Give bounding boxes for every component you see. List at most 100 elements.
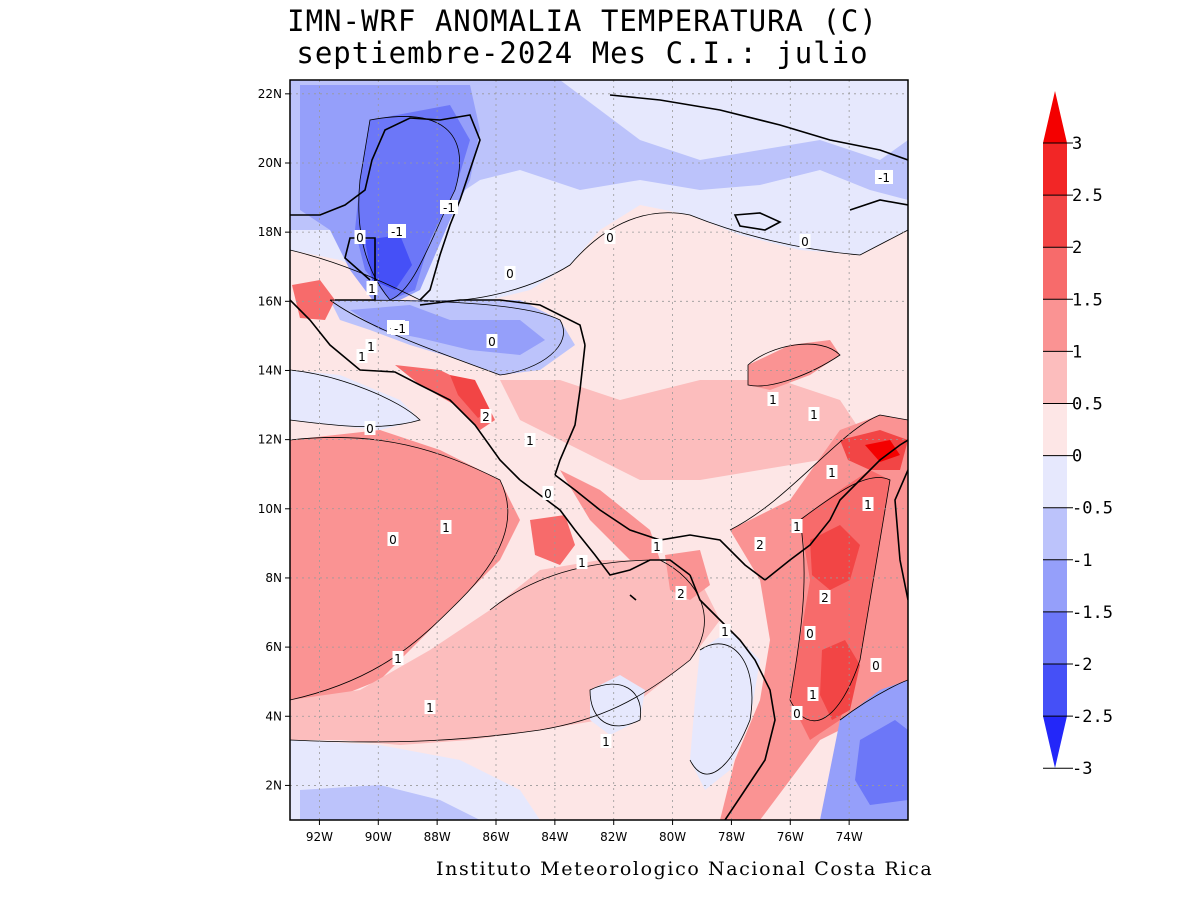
colorbar-swatch — [1043, 664, 1067, 717]
colorbar-label: 3 — [1072, 134, 1082, 154]
colorbar-swatch — [1043, 299, 1067, 352]
field-pos-colombia-3 — [810, 525, 860, 590]
contour-label: 1 — [524, 433, 536, 448]
lon-label: 76W — [777, 830, 804, 844]
contour-label: 1 — [808, 407, 820, 422]
contour-labels: 10-1-2-1-10000-1011021101111111220211110… — [354, 170, 893, 749]
svg-text:0: 0 — [801, 235, 809, 249]
lon-label: 74W — [836, 830, 863, 844]
svg-text:0: 0 — [872, 659, 880, 673]
contour-label: -1 — [440, 200, 458, 215]
contour-label: 2 — [480, 409, 492, 424]
colorbar-swatch — [1043, 351, 1067, 404]
colorbar-label: -3 — [1072, 759, 1092, 779]
contour-label: 0 — [542, 486, 554, 501]
field-pos-costa-rica — [530, 515, 575, 565]
colorbar-label: 0 — [1072, 447, 1082, 467]
field-neg-north-5 — [365, 235, 412, 290]
svg-text:1: 1 — [864, 498, 872, 512]
svg-text:1: 1 — [442, 521, 450, 535]
svg-text:1: 1 — [394, 652, 402, 666]
field-neg-pacific-west — [290, 370, 420, 430]
svg-text:1: 1 — [602, 735, 610, 749]
contour-label: 0 — [604, 230, 616, 245]
colorbar: 3 2.5 2 1.5 1 0.5 0 -0.5 -1 -1.5 -2 -2.5 -3 — [1043, 91, 1113, 779]
colorbar-label: 1 — [1072, 342, 1082, 362]
contour-label: 1 — [826, 465, 838, 480]
colorbar-swatch — [1043, 403, 1067, 456]
lat-label: 10N — [258, 502, 282, 516]
lon-label: 78W — [718, 830, 745, 844]
field-neg-southeast-2 — [855, 720, 908, 805]
svg-text:1: 1 — [809, 688, 817, 702]
svg-text:2: 2 — [677, 587, 685, 601]
field-pos-blob-east — [748, 340, 840, 390]
chart-subtitle: septiembre-2024 Mes C.I.: julio — [296, 36, 869, 70]
contour-label: 1 — [440, 520, 452, 535]
contour-label: 0 — [486, 334, 498, 349]
svg-text:1: 1 — [793, 520, 801, 534]
lat-label: 16N — [258, 294, 282, 308]
svg-text:1: 1 — [721, 625, 729, 639]
contour-label: 0 — [364, 421, 376, 436]
colorbar-label: 0.5 — [1072, 395, 1103, 415]
svg-text:1: 1 — [526, 434, 534, 448]
contour-label: 0 — [804, 626, 816, 641]
chart-title: IMN-WRF ANOMALIA TEMPERATURA (C) — [287, 4, 878, 38]
contour-label: 0 — [870, 658, 882, 673]
map-frame — [289, 79, 909, 821]
colorbar-label: -2.5 — [1072, 707, 1113, 727]
colorbar-swatch — [1043, 143, 1067, 196]
colorbar-label: -0.5 — [1072, 499, 1113, 519]
contour-label: 1 — [719, 624, 731, 639]
svg-text:1: 1 — [810, 408, 818, 422]
lat-label: 20N — [258, 156, 282, 170]
svg-text:1: 1 — [367, 340, 375, 354]
lon-label: 84W — [541, 830, 568, 844]
lat-label: 8N — [265, 571, 282, 585]
svg-text:2: 2 — [756, 538, 764, 552]
contour-label: 2 — [675, 586, 687, 601]
svg-text:1: 1 — [358, 350, 366, 364]
svg-text:1: 1 — [578, 556, 586, 570]
field-pos-nicaragua-coast — [450, 375, 490, 418]
contour-label: 1 — [862, 497, 874, 512]
contour-label: 1 — [651, 539, 663, 554]
field-pos-colombia-4 — [820, 640, 860, 720]
colorbar-min-arrow — [1043, 716, 1067, 769]
contour-label: 0 — [387, 532, 399, 547]
field-pos-colombia-6 — [865, 440, 900, 462]
svg-text:2: 2 — [482, 410, 490, 424]
lon-label: 86W — [482, 830, 509, 844]
contour-label: 1 — [365, 339, 377, 354]
contour-label: 1 — [600, 734, 612, 749]
svg-text:1: 1 — [828, 466, 836, 480]
colorbar-label: -1.5 — [1072, 603, 1113, 623]
contour-label: 0 — [354, 230, 366, 245]
colorbar-label: 2 — [1072, 238, 1082, 258]
colorbar-swatch — [1043, 195, 1067, 248]
colorbar-swatch — [1043, 611, 1067, 664]
svg-text:-1: -1 — [443, 201, 455, 215]
svg-text:-1: -1 — [391, 225, 403, 239]
svg-text:1: 1 — [426, 701, 434, 715]
lat-label: 22N — [258, 87, 282, 101]
svg-text:0: 0 — [606, 231, 614, 245]
lat-label: 4N — [265, 709, 282, 723]
colorbar-label: -2 — [1072, 655, 1092, 675]
svg-text:1: 1 — [769, 393, 777, 407]
field-neg-south-2 — [300, 785, 480, 820]
contour-label: 1 — [791, 519, 803, 534]
longitude-labels: 92W 90W 88W 86W 84W 82W 80W 78W 76W 74W — [306, 820, 863, 844]
svg-text:2: 2 — [821, 591, 829, 605]
colorbar-label: -1 — [1072, 551, 1092, 571]
contour-lines — [290, 116, 908, 775]
colorbar-max-arrow — [1043, 91, 1067, 143]
contour-label: 2 — [754, 537, 766, 552]
lon-label: 88W — [424, 830, 451, 844]
svg-text:-1: -1 — [878, 171, 890, 185]
svg-text:0: 0 — [356, 231, 364, 245]
field-pos-panama-caribbean — [560, 470, 660, 560]
field-pos-pacific — [290, 430, 520, 700]
lat-label: 18N — [258, 225, 282, 239]
